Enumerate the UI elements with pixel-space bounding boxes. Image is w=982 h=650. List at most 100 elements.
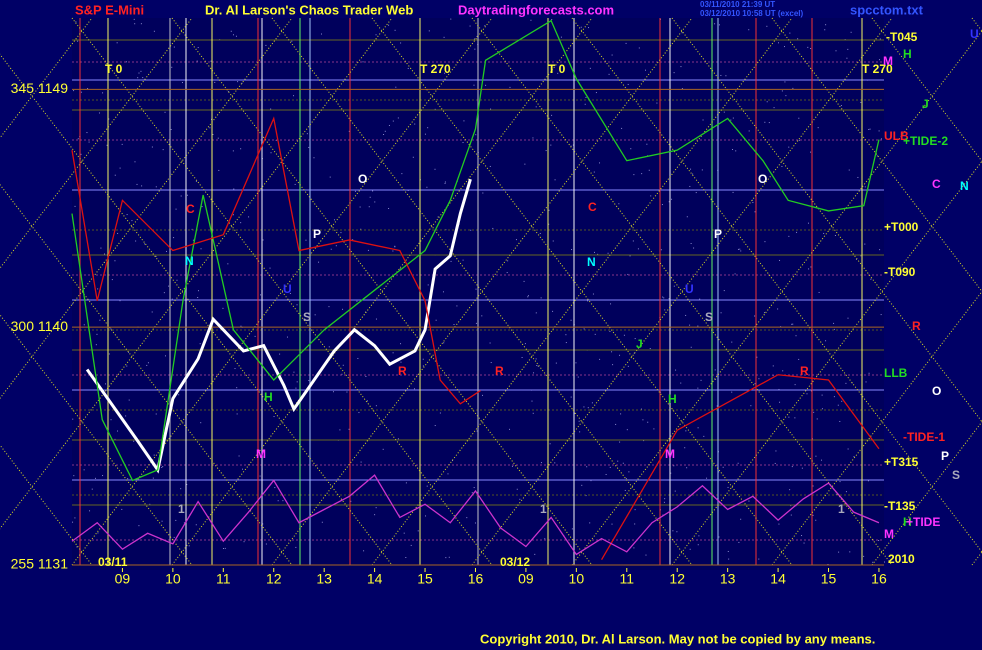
star bbox=[168, 285, 170, 287]
annotation: N bbox=[960, 179, 969, 193]
star bbox=[644, 69, 646, 71]
star bbox=[372, 190, 374, 192]
star bbox=[641, 173, 643, 175]
star bbox=[794, 417, 796, 419]
star bbox=[780, 326, 782, 328]
star bbox=[127, 478, 129, 480]
star bbox=[766, 25, 768, 27]
star bbox=[196, 60, 198, 62]
star bbox=[706, 477, 708, 479]
star bbox=[450, 260, 452, 262]
star bbox=[532, 137, 534, 139]
star bbox=[374, 514, 376, 516]
star bbox=[175, 519, 177, 521]
star bbox=[171, 66, 173, 68]
star bbox=[789, 489, 791, 491]
star bbox=[200, 422, 202, 424]
star bbox=[718, 536, 720, 538]
star bbox=[388, 207, 390, 209]
star bbox=[853, 456, 855, 458]
star bbox=[794, 384, 796, 386]
x-tick-label: 09 bbox=[115, 571, 131, 587]
star bbox=[788, 416, 790, 418]
diagonal bbox=[571, 17, 982, 553]
star bbox=[825, 340, 827, 342]
star bbox=[400, 42, 402, 44]
star bbox=[594, 333, 596, 335]
star bbox=[812, 485, 814, 487]
star bbox=[810, 151, 812, 153]
star bbox=[366, 400, 368, 402]
star bbox=[125, 61, 127, 63]
star bbox=[864, 186, 866, 188]
star bbox=[583, 328, 585, 330]
star bbox=[445, 557, 447, 559]
star bbox=[222, 307, 224, 309]
star bbox=[135, 240, 137, 242]
star bbox=[633, 547, 635, 549]
star bbox=[134, 23, 136, 25]
annotation: +T000 bbox=[884, 220, 919, 234]
star bbox=[341, 373, 343, 375]
star bbox=[162, 466, 164, 468]
star bbox=[611, 523, 613, 525]
annotation: U bbox=[970, 27, 979, 41]
star bbox=[422, 358, 424, 360]
star bbox=[723, 290, 725, 292]
star bbox=[394, 246, 396, 248]
star bbox=[673, 465, 675, 467]
star bbox=[191, 228, 193, 230]
star bbox=[730, 119, 732, 121]
star bbox=[833, 322, 835, 324]
star bbox=[795, 335, 797, 337]
star bbox=[554, 462, 556, 464]
star bbox=[489, 342, 491, 344]
annotation: 2010 bbox=[888, 552, 915, 566]
star bbox=[702, 119, 704, 121]
star bbox=[801, 467, 803, 469]
star bbox=[332, 391, 334, 393]
annotation: ULB bbox=[884, 129, 909, 143]
diagonal bbox=[671, 160, 982, 566]
star bbox=[798, 139, 800, 141]
star bbox=[845, 382, 847, 384]
star bbox=[73, 475, 75, 477]
star bbox=[699, 298, 701, 300]
star bbox=[453, 324, 455, 326]
star bbox=[306, 133, 308, 135]
star bbox=[772, 375, 774, 377]
star bbox=[401, 173, 403, 175]
star bbox=[554, 179, 556, 181]
star bbox=[812, 514, 814, 516]
star bbox=[339, 429, 341, 431]
annotation: S bbox=[303, 310, 311, 324]
star bbox=[314, 314, 316, 316]
star bbox=[462, 142, 464, 144]
timestamp: 03/11/2010 21:39 UT bbox=[700, 0, 775, 9]
annotation: O bbox=[932, 384, 941, 398]
annotation: N bbox=[185, 254, 194, 268]
annotation: LLB bbox=[884, 366, 908, 380]
star bbox=[810, 48, 812, 50]
x-tick-label: 13 bbox=[316, 571, 332, 587]
instrument: S&P E-Mini bbox=[75, 2, 144, 17]
star bbox=[723, 111, 725, 113]
star bbox=[565, 334, 567, 336]
star bbox=[587, 407, 589, 409]
star bbox=[686, 467, 688, 469]
star bbox=[374, 201, 376, 203]
star bbox=[360, 228, 362, 230]
star bbox=[121, 508, 123, 510]
star bbox=[180, 195, 182, 197]
star bbox=[610, 303, 612, 305]
star bbox=[308, 380, 310, 382]
x-tick-label: 10 bbox=[165, 571, 181, 587]
star bbox=[289, 292, 291, 294]
star bbox=[434, 108, 436, 110]
star bbox=[119, 167, 121, 169]
y-tick-label: 300 1140 bbox=[11, 318, 69, 334]
annotation: 03/11 bbox=[98, 555, 128, 569]
star bbox=[76, 546, 78, 548]
star bbox=[434, 425, 436, 427]
star bbox=[539, 232, 541, 234]
